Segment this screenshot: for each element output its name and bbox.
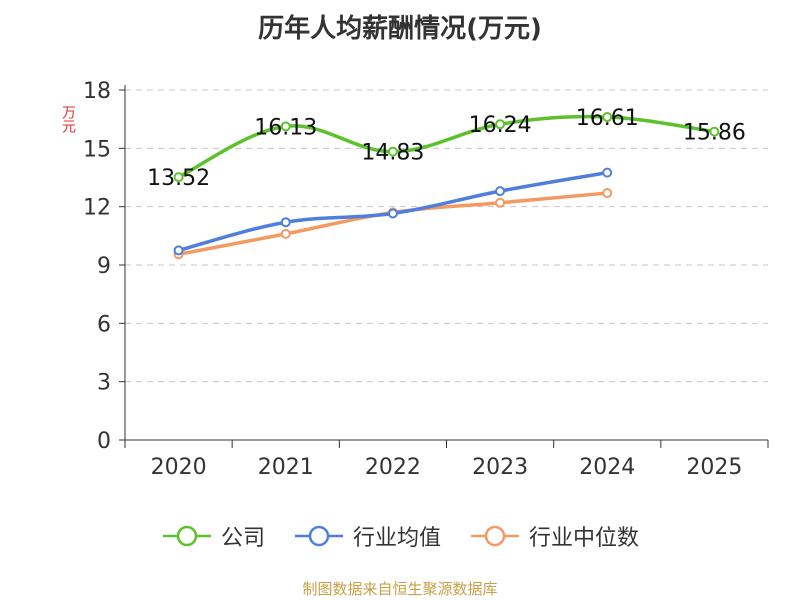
y-tick-label: 12	[83, 196, 111, 221]
y-tick-label: 15	[83, 137, 111, 162]
series-line-0	[176, 114, 717, 179]
x-tick-label: 2025	[686, 455, 742, 480]
data-point-series-1	[387, 208, 398, 219]
data-point-series-2	[495, 197, 506, 208]
data-point-series-2	[602, 188, 613, 199]
data-point-series-0	[495, 119, 506, 130]
legend-label: 行业均值	[352, 526, 441, 551]
data-label: 13.52	[147, 166, 210, 191]
data-label: 16.24	[469, 113, 532, 138]
y-tick-label: 0	[97, 429, 111, 454]
data-point-series-0	[387, 146, 398, 157]
y-tick-label: 6	[97, 312, 111, 337]
data-label: 16.13	[254, 115, 317, 140]
y-tick-label: 9	[97, 254, 111, 279]
data-point-series-0	[280, 121, 291, 132]
x-tick-label: 2021	[258, 455, 314, 480]
legend-item-0[interactable]: 公司	[161, 520, 265, 552]
y-axis-unit-label: 万元	[60, 105, 76, 133]
chart-legend: 公司 行业均值 行业中位数	[0, 520, 800, 552]
data-point-series-1	[280, 217, 291, 228]
legend-item-2[interactable]: 行业中位数	[469, 520, 639, 552]
legend-item-1[interactable]: 行业均值	[293, 520, 441, 552]
x-tick-label: 2020	[151, 455, 207, 480]
data-point-series-0	[602, 112, 613, 123]
data-point-series-1	[602, 167, 613, 178]
series-line-2	[176, 191, 609, 257]
legend-swatch-icon	[471, 525, 519, 547]
y-tick-label: 18	[83, 79, 111, 104]
x-tick-label: 2023	[472, 455, 528, 480]
legend-swatch-icon	[294, 525, 343, 547]
legend-label: 行业中位数	[529, 526, 640, 551]
data-point-series-0	[173, 172, 184, 183]
data-label: 16.61	[576, 106, 639, 131]
chart-title: 历年人均薪酬情况(万元)	[258, 14, 542, 44]
legend-swatch-icon	[162, 525, 211, 547]
source-note: 制图数据来自恒生聚源数据库	[302, 580, 498, 598]
data-label: 15.86	[683, 121, 746, 146]
data-point-series-2	[280, 228, 291, 239]
legend-label: 公司	[220, 526, 265, 551]
data-point-series-1	[495, 186, 506, 197]
data-point-series-0	[709, 126, 720, 137]
x-tick-label: 2022	[365, 455, 421, 480]
x-tick-label: 2024	[579, 455, 635, 480]
y-tick-label: 3	[97, 371, 111, 396]
data-point-series-1	[173, 245, 184, 256]
data-label: 14.83	[361, 141, 424, 166]
